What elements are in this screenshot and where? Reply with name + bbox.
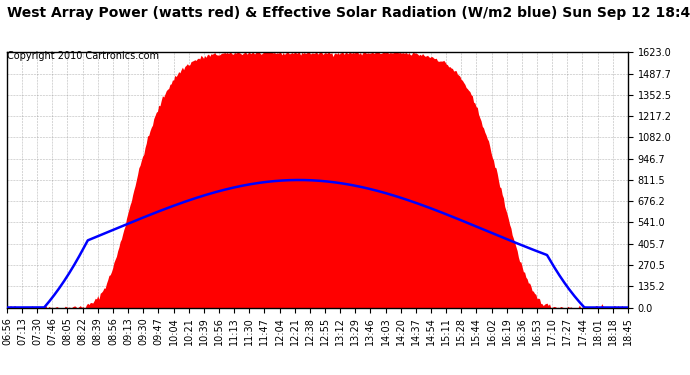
Text: West Array Power (watts red) & Effective Solar Radiation (W/m2 blue) Sun Sep 12 : West Array Power (watts red) & Effective…: [7, 6, 690, 20]
Text: Copyright 2010 Cartronics.com: Copyright 2010 Cartronics.com: [7, 51, 159, 61]
